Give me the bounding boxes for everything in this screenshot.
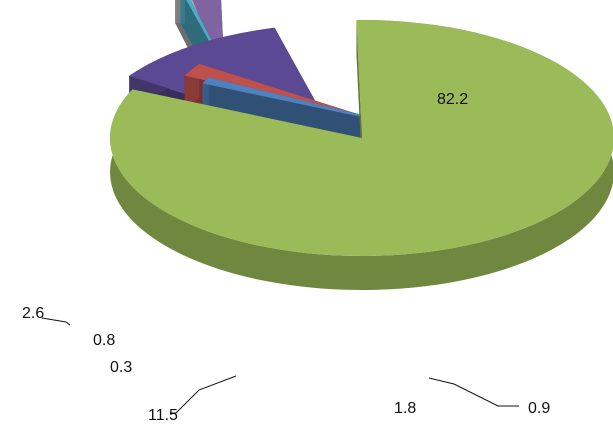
data-label: 1.8 [394,400,416,417]
data-label: 0.8 [93,332,115,349]
pie-slices [110,0,613,290]
leader-line [428,377,519,407]
pie-slice [110,20,613,290]
pie-slice-top [110,20,613,256]
pie-slice-wall [356,20,362,172]
pie-slice-top [184,0,226,104]
data-labels: 82.2 0.9 1.8 11.5 0.3 0.8 2.6 [22,91,550,424]
data-label: 0.3 [110,359,132,376]
data-label: 11.5 [148,407,178,424]
leader-lines [41,317,519,414]
pie-slice-side [180,0,186,24]
data-label: 0.9 [528,400,550,417]
leader-line [170,375,237,414]
leader-line [41,317,71,326]
data-label: 82.2 [437,91,468,108]
data-label: 2.6 [22,305,44,322]
